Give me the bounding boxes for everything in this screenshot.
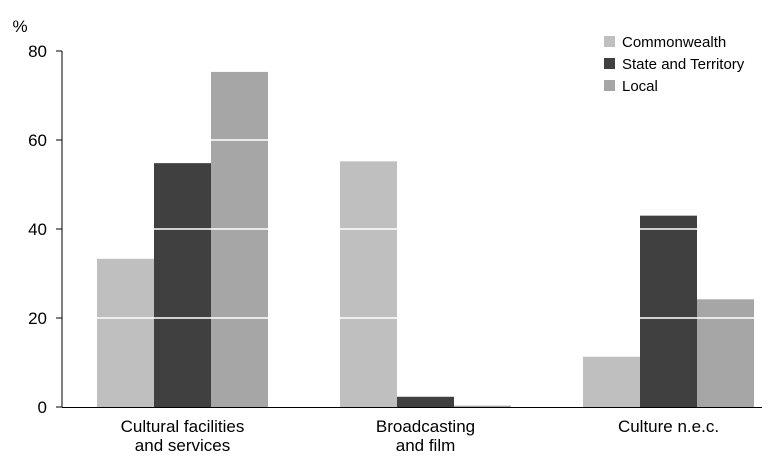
bar-state-and-territory-1 xyxy=(397,396,454,407)
legend-swatch-commonwealth xyxy=(604,36,615,47)
bars-group xyxy=(63,50,762,407)
x-category-label-0: Cultural facilities and services xyxy=(121,417,245,455)
axes-group: 0 20 40 60 80 Cultural facilities and services… xyxy=(28,42,762,455)
bar-local-2 xyxy=(697,299,754,407)
legend-swatch-local xyxy=(604,80,615,91)
legend-swatch-state-and-territory xyxy=(604,58,615,69)
bar-local-1 xyxy=(454,405,511,407)
legend: Commonwealth State and Territory Local xyxy=(604,34,745,95)
legend-label-local: Local xyxy=(622,78,658,95)
x-category-label-line: and film xyxy=(396,436,456,455)
bar-commonwealth-1 xyxy=(340,161,397,407)
y-axis-unit-label: % xyxy=(12,17,27,36)
y-tick-label-60: 60 xyxy=(28,131,47,150)
x-category-label-line: Culture n.e.c. xyxy=(618,417,719,436)
y-tick-label-20: 20 xyxy=(28,309,47,328)
bar-state-and-territory-2 xyxy=(640,215,697,407)
y-tick-label-0: 0 xyxy=(38,398,47,417)
x-category-label-1: Broadcasting and film xyxy=(376,417,475,455)
x-category-label-2: Culture n.e.c. xyxy=(618,417,719,436)
bar-commonwealth-0 xyxy=(97,258,154,407)
bar-local-0 xyxy=(211,71,268,407)
bar-state-and-territory-0 xyxy=(154,163,211,407)
x-category-label-line: and services xyxy=(135,436,230,455)
x-category-label-line: Broadcasting xyxy=(376,417,475,436)
x-category-label-line: Cultural facilities xyxy=(121,417,245,436)
bar-commonwealth-2 xyxy=(583,356,640,407)
y-tick-label-40: 40 xyxy=(28,220,47,239)
legend-label-state-and-territory: State and Territory xyxy=(622,56,745,73)
legend-label-commonwealth: Commonwealth xyxy=(622,34,726,51)
y-tick-label-80: 80 xyxy=(28,42,47,61)
